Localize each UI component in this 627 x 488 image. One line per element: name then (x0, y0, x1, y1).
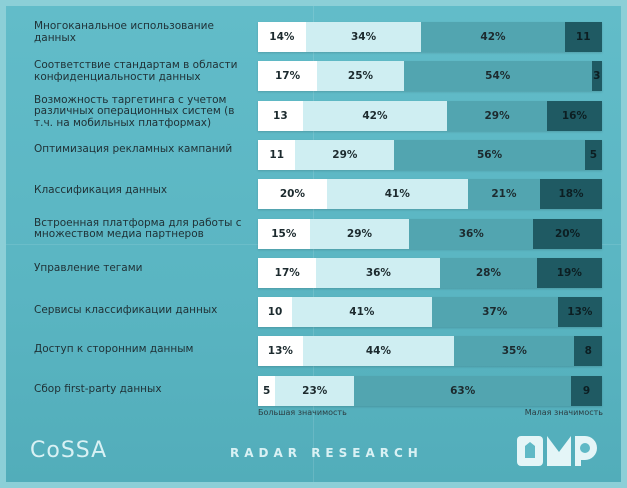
stacked-bar: 10 41% 37% 13% (258, 297, 602, 328)
legend-low-importance: Малая значимость (524, 408, 603, 417)
bar-segment-2: 34% (305, 22, 422, 52)
stacked-bar: 15% 29% 36% 20% (258, 218, 602, 249)
bar-segment-1: 17% (258, 61, 318, 92)
bar-segment-4: 13% (557, 297, 602, 328)
bar-segment-2: 42% (302, 100, 448, 131)
bar-segment-4: 18% (540, 179, 602, 210)
bar-segment-3: 29% (447, 100, 547, 131)
bar-segment-1: 20% (258, 179, 327, 210)
bar-segment-4: 20% (533, 218, 602, 249)
stacked-bar: 17% 25% 54% 3 (258, 61, 602, 92)
bar-segment-2: 41% (326, 179, 468, 210)
stacked-bar: 11 29% 56% 5 (258, 139, 602, 170)
bar-segment-3: 56% (394, 139, 585, 170)
category-label: Сбор first-party данных (34, 382, 162, 395)
dmp-logo (517, 436, 597, 466)
bar-segment-2: 25% (317, 61, 404, 92)
bar-segment-4: 8 (574, 336, 602, 367)
category-label: Сервисы классификации данных (34, 304, 218, 317)
stacked-bar: 13 42% 29% 16% (258, 100, 602, 131)
dmp-logo-p-hole (580, 443, 590, 453)
bar-segment-4: 11 (564, 22, 602, 52)
category-label: Соответствие стандартам в области конфид… (34, 59, 238, 83)
bar-segment-3: 28% (440, 257, 537, 288)
bar-segment-3: 37% (431, 297, 558, 328)
bar-segment-1: 10 (258, 297, 293, 328)
bar-segment-1: 13% (258, 336, 303, 367)
bar-segment-2: 29% (309, 218, 410, 249)
bar-segment-3: 63% (354, 375, 572, 406)
bar-segment-1: 11 (258, 139, 296, 170)
bar-segment-3: 36% (409, 218, 534, 249)
category-label: Оптимизация рекламных кампаний (34, 142, 233, 155)
bar-segment-1: 15% (258, 218, 310, 249)
category-label: Возможность таргетинга с учетом различны… (34, 93, 235, 129)
stacked-bar: 13% 44% 35% 8 (258, 336, 602, 367)
bar-segment-2: 36% (316, 257, 441, 288)
bar-segment-2: 23% (275, 375, 355, 406)
bar-segment-2: 44% (302, 336, 455, 367)
bar-segment-4: 3 (591, 61, 602, 92)
bar-segment-2: 29% (295, 139, 395, 170)
bar-segment-1: 13 (258, 100, 303, 131)
dmp-logo-house (525, 442, 535, 458)
bar-segment-3: 21% (467, 179, 541, 210)
bar-segment-3: 54% (403, 61, 592, 92)
cossa-logo: CoSSA (30, 438, 108, 463)
category-label: Многоканальное использование данных (34, 20, 214, 44)
bar-segment-3: 35% (454, 336, 575, 367)
bar-segment-3: 42% (421, 22, 565, 52)
bar-segment-4: 9 (571, 375, 602, 406)
bar-segment-4: 19% (536, 257, 602, 288)
category-label: Классификация данных (34, 184, 168, 197)
category-label: Управление тегами (34, 261, 143, 274)
bar-segment-2: 41% (292, 297, 432, 328)
bar-segment-4: 16% (546, 100, 602, 131)
category-label: Доступ к сторонним данным (34, 343, 194, 356)
bar-segment-1: 5 (258, 375, 276, 406)
bar-segment-1: 14% (258, 22, 306, 52)
stacked-bar: 14% 34% 42% 11 (258, 22, 602, 52)
stacked-bar: 5 23% 63% 9 (258, 375, 602, 406)
bar-segment-1: 17% (258, 257, 317, 288)
stacked-bar: 17% 36% 28% 19% (258, 257, 602, 288)
dmp-logo-m (547, 436, 571, 466)
stacked-bar: 20% 41% 21% 18% (258, 179, 602, 210)
bar-segment-4: 5 (584, 139, 602, 170)
legend-high-importance: Большая значимость (258, 408, 347, 417)
radar-research-brand: RADAR RESEARCH (230, 446, 423, 460)
category-label: Встроенная платформа для работы с множес… (34, 216, 242, 240)
